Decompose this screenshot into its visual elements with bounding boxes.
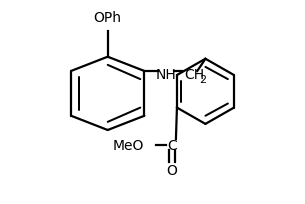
Text: C: C xyxy=(167,139,177,153)
Text: O: O xyxy=(167,163,177,177)
Text: 2: 2 xyxy=(199,75,206,85)
Text: MeO: MeO xyxy=(113,139,144,153)
Text: CH: CH xyxy=(184,68,204,82)
Text: NH: NH xyxy=(155,68,176,82)
Text: OPh: OPh xyxy=(94,11,122,25)
